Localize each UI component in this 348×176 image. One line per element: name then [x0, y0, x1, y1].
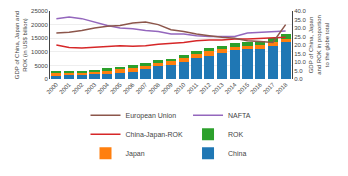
svg-text:2006: 2006	[122, 81, 136, 95]
svg-text:2012: 2012	[198, 81, 212, 95]
svg-text:2004: 2004	[96, 81, 110, 95]
svg-text:2015: 2015	[237, 81, 251, 95]
svg-text:10000: 10000	[31, 49, 48, 55]
svg-text:European Union: European Union	[126, 112, 177, 120]
svg-text:ROK: ROK	[228, 131, 244, 138]
svg-text:30.0: 30.0	[294, 25, 306, 31]
svg-text:0.0: 0.0	[294, 76, 303, 82]
svg-text:Japan: Japan	[126, 150, 145, 158]
svg-text:40.0: 40.0	[294, 8, 306, 14]
svg-text:2010: 2010	[173, 81, 187, 95]
svg-text:2013: 2013	[211, 81, 225, 95]
svg-text:2008: 2008	[147, 81, 161, 95]
svg-text:2007: 2007	[135, 81, 149, 95]
svg-text:NAFTA: NAFTA	[228, 112, 251, 119]
svg-text:2018: 2018	[275, 81, 289, 95]
svg-text:2009: 2009	[160, 81, 174, 95]
svg-text:15.0: 15.0	[294, 51, 306, 57]
svg-text:20.0: 20.0	[294, 42, 306, 48]
svg-text:2005: 2005	[109, 81, 123, 95]
svg-text:2000: 2000	[46, 81, 60, 95]
svg-text:15000: 15000	[31, 35, 48, 41]
svg-text:10.0: 10.0	[294, 59, 306, 65]
svg-text:5.0: 5.0	[294, 68, 303, 74]
svg-text:0: 0	[44, 76, 48, 82]
svg-text:25000: 25000	[31, 8, 48, 14]
svg-text:20000: 20000	[31, 22, 48, 28]
svg-text:China: China	[228, 150, 246, 157]
svg-text:2014: 2014	[224, 81, 238, 95]
svg-text:GDP of China, Japan andROK (in: GDP of China, Japan andROK (in US$ billi…	[14, 11, 28, 79]
svg-text:2001: 2001	[58, 81, 72, 95]
svg-text:GDP of China, Japanand ROK in: GDP of China, Japanand ROK in proportion…	[308, 15, 330, 75]
svg-text:35.0: 35.0	[294, 17, 306, 23]
svg-text:2017: 2017	[262, 81, 276, 95]
svg-text:2002: 2002	[71, 81, 85, 95]
svg-text:2016: 2016	[249, 81, 263, 95]
svg-text:5000: 5000	[34, 63, 48, 69]
svg-text:2003: 2003	[84, 81, 98, 95]
svg-text:China-Japan-ROK: China-Japan-ROK	[126, 131, 184, 139]
svg-text:25.0: 25.0	[294, 34, 306, 40]
svg-text:2011: 2011	[186, 81, 200, 95]
